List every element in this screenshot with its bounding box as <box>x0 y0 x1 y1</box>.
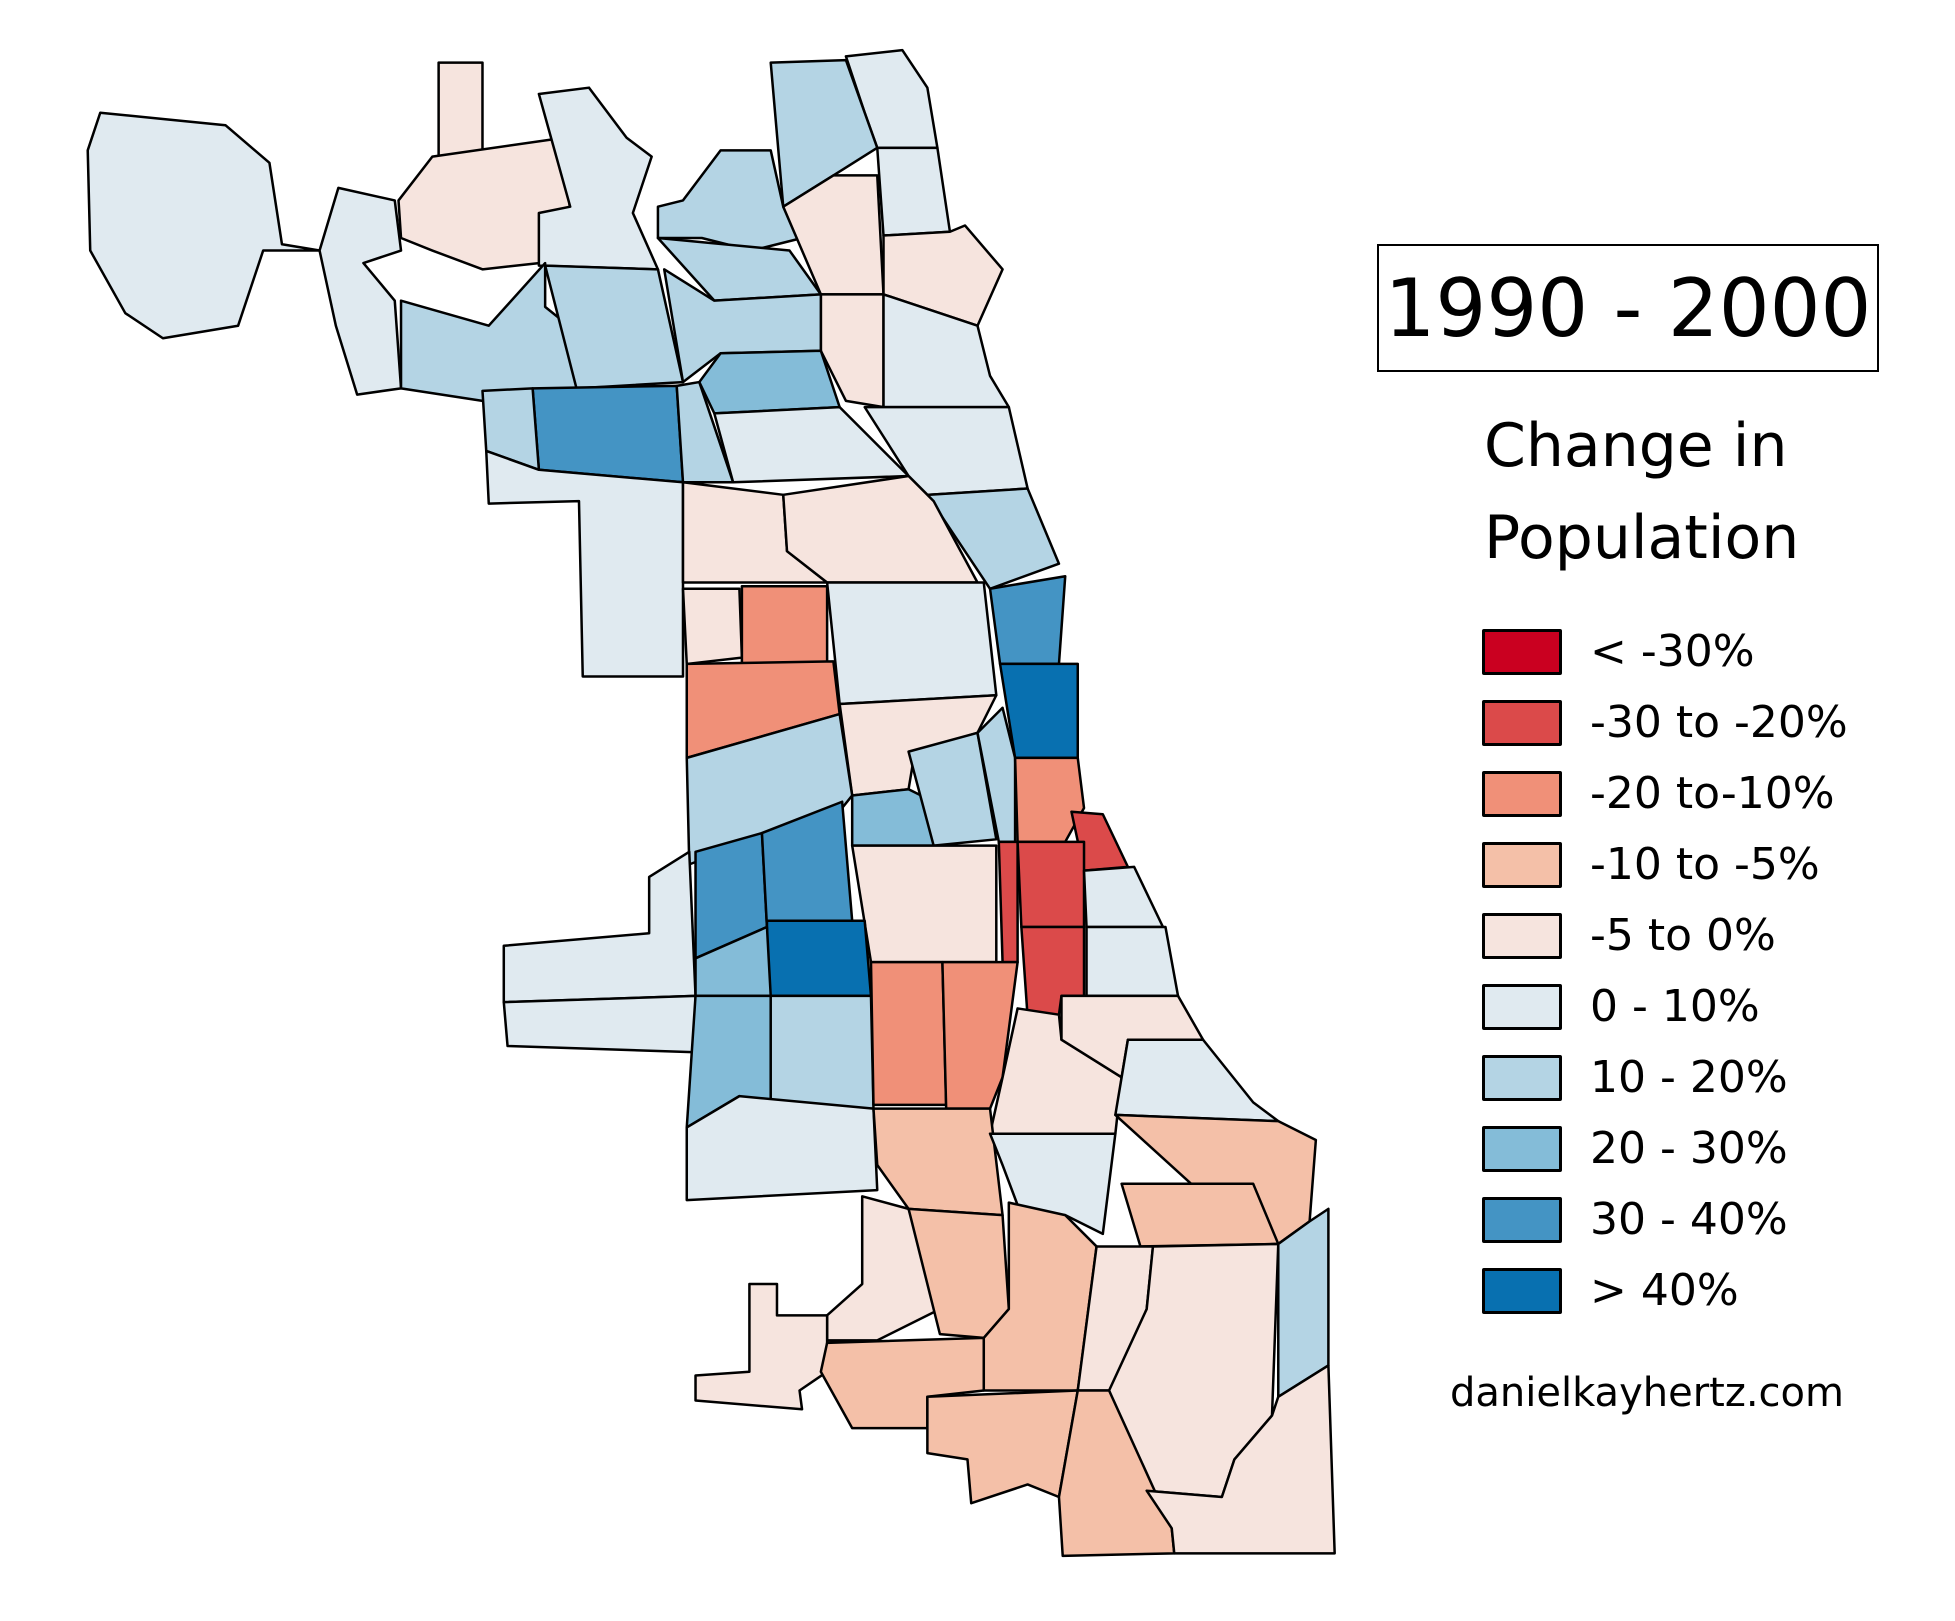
community-area <box>681 587 744 666</box>
community-area <box>1277 1207 1330 1399</box>
community-area <box>850 844 998 964</box>
community-area <box>685 1094 879 1202</box>
community-area <box>941 960 1019 1110</box>
community-area <box>872 1107 1004 1217</box>
legend-item: -5 to 0% <box>1482 900 1848 971</box>
community-area <box>437 61 484 158</box>
community-area <box>484 449 685 678</box>
legend-label: < -30% <box>1590 626 1755 677</box>
legend: < -30% -30 to -20% -20 to-10% -10 to -5% -5 … <box>1482 616 1848 1326</box>
community-area <box>907 731 998 847</box>
community-area <box>782 174 885 296</box>
community-area <box>875 146 952 237</box>
legend-swatch <box>1482 912 1562 959</box>
legend-label: -20 to-10% <box>1590 768 1835 819</box>
legend-item: 0 - 10% <box>1482 971 1848 1042</box>
community-area <box>982 1201 1098 1392</box>
legend-label: 0 - 10% <box>1590 981 1760 1032</box>
community-area <box>740 585 829 666</box>
legend-label: 10 - 20% <box>1590 1052 1788 1103</box>
legend-swatch <box>1482 1125 1562 1172</box>
community-area <box>318 186 403 396</box>
legend-swatch <box>1482 770 1562 817</box>
community-area <box>1013 756 1086 844</box>
legend-swatch <box>1482 1196 1562 1243</box>
community-area <box>698 349 841 415</box>
community-area <box>1082 865 1165 929</box>
legend-title-line1: Change in <box>1484 411 1788 481</box>
legend-item: > 40% <box>1482 1255 1848 1326</box>
community-area <box>502 994 697 1054</box>
community-area <box>869 960 948 1107</box>
legend-item: 10 - 20% <box>1482 1042 1848 1113</box>
community-area <box>882 293 1011 409</box>
legend-swatch <box>1482 628 1562 675</box>
community-area <box>769 58 879 208</box>
legend-swatch <box>1482 983 1562 1030</box>
community-area <box>694 1282 829 1411</box>
community-area <box>1016 840 1086 929</box>
community-area <box>765 919 873 998</box>
legend-swatch <box>1482 841 1562 888</box>
legend-item: -30 to -20% <box>1482 687 1848 758</box>
community-area <box>531 384 685 484</box>
community-area <box>1085 925 1180 998</box>
legend-item: -20 to-10% <box>1482 758 1848 829</box>
legend-swatch <box>1482 1267 1562 1314</box>
credit-text: danielkayhertz.com <box>1450 1370 1844 1416</box>
community-area <box>997 840 1019 964</box>
legend-label: -30 to -20% <box>1590 697 1848 748</box>
legend-title-line2: Population <box>1484 503 1800 573</box>
community-area <box>1120 1182 1280 1248</box>
legend-label: -5 to 0% <box>1590 910 1776 961</box>
community-area <box>86 111 321 340</box>
community-area <box>502 850 697 1004</box>
community-area <box>537 86 660 271</box>
legend-swatch <box>1482 699 1562 746</box>
legend-item: 20 - 30% <box>1482 1113 1848 1184</box>
map-title: 1990 - 2000 <box>1377 244 1879 372</box>
community-area <box>1145 1364 1336 1555</box>
legend-label: 30 - 40% <box>1590 1194 1788 1245</box>
community-area <box>825 581 998 706</box>
community-area <box>1114 1038 1280 1123</box>
legend-swatch <box>1482 1054 1562 1101</box>
community-area <box>926 1389 1080 1505</box>
legend-label: -10 to -5% <box>1590 839 1820 890</box>
community-area <box>769 994 875 1110</box>
legend-item: 30 - 40% <box>1482 1184 1848 1255</box>
legend-title: Change in Population <box>1430 400 1884 584</box>
legend-label: > 40% <box>1590 1265 1739 1316</box>
community-area <box>988 574 1067 666</box>
legend-label: 20 - 30% <box>1590 1123 1788 1174</box>
community-area <box>926 487 1061 591</box>
legend-item: < -30% <box>1482 616 1848 687</box>
legend-item: -10 to -5% <box>1482 829 1848 900</box>
